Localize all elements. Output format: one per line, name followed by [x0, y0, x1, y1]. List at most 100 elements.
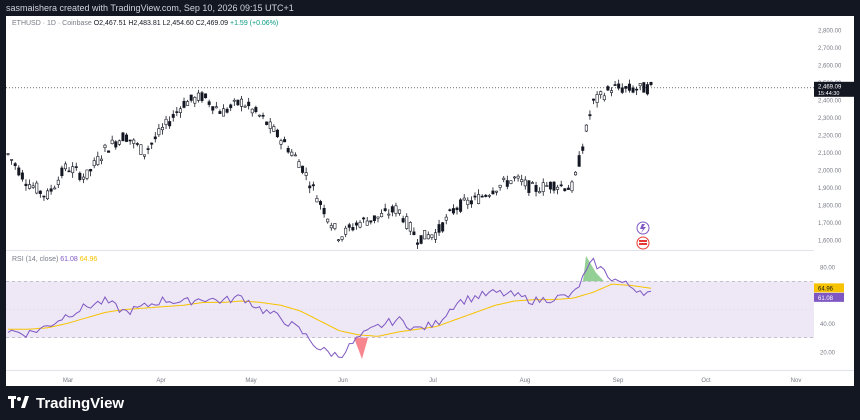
- candle-body: [466, 199, 470, 205]
- candle-body: [426, 234, 430, 240]
- candle-body: [383, 208, 387, 211]
- countdown-value: 15:44:30: [818, 91, 839, 97]
- candle-body: [559, 184, 563, 187]
- candle-body: [437, 224, 441, 233]
- credit-text: sasmaishera created with TradingView.com…: [6, 3, 294, 13]
- candle-body: [624, 86, 628, 89]
- rsi-ma-value: 64.96: [79, 256, 98, 263]
- candle-body: [128, 139, 132, 142]
- candle-body: [520, 179, 524, 183]
- symbol-label[interactable]: ETHUSD · 1D · Coinbase: [12, 20, 92, 27]
- candle-body: [160, 126, 164, 131]
- rsi-tick-label: 20.00: [820, 350, 836, 356]
- candle-body: [10, 159, 14, 161]
- candle-body: [401, 218, 405, 223]
- candle-body: [390, 206, 394, 213]
- candle-body: [20, 172, 24, 180]
- candle-body: [523, 179, 527, 187]
- candle-body: [344, 227, 348, 235]
- time-tick-label: Jun: [338, 378, 348, 384]
- rsi-oversold-fill: [354, 337, 368, 359]
- time-axis[interactable]: Mar Apr May Jun Jul Aug Sep Oct Nov: [6, 370, 854, 387]
- candle-body: [329, 225, 333, 229]
- candle-body: [620, 87, 624, 93]
- price-axis-svg: 1,600.00 1,700.00 1,800.00 1,900.00 2,000.00…: [814, 28, 854, 356]
- rsi-label[interactable]: RSI (14, close): [12, 256, 59, 263]
- candle-body: [491, 190, 495, 195]
- candle-body: [157, 128, 161, 136]
- rsi-overbought-fill: [583, 255, 604, 282]
- candle-body: [602, 95, 606, 101]
- rsi-ma-tag: [814, 283, 844, 293]
- candle-body: [530, 182, 534, 184]
- candle-body: [319, 201, 323, 205]
- candle-body: [207, 101, 211, 105]
- candle-body: [150, 142, 154, 145]
- time-axis-svg: Mar Apr May Jun Jul Aug Sep Oct Nov: [63, 378, 802, 384]
- candle-body: [408, 222, 412, 232]
- candle-body: [538, 191, 542, 194]
- price-chart-svg[interactable]: [6, 16, 814, 370]
- candle-body: [484, 194, 488, 197]
- candle-body: [290, 151, 294, 156]
- price-tick-label: 1,700.00: [818, 221, 842, 227]
- candle-body: [351, 227, 355, 231]
- tradingview-logo[interactable]: TradingView: [0, 395, 124, 412]
- candle-body: [92, 160, 96, 167]
- candles-group: [6, 79, 814, 249]
- price-tick-label: 2,600.00: [818, 63, 842, 69]
- candle-body: [35, 182, 39, 194]
- price-tick-label: 1,800.00: [818, 204, 842, 210]
- price-tick-label: 1,600.00: [818, 239, 842, 245]
- candle-body: [394, 205, 398, 214]
- rsi-tick-label: 40.00: [820, 322, 836, 328]
- price-tick-label: 2,100.00: [818, 151, 842, 157]
- candle-body: [638, 83, 642, 87]
- candle-body: [574, 171, 578, 176]
- candle-body: [416, 242, 420, 245]
- high-value: H2,483.81: [128, 20, 161, 27]
- candle-body: [365, 220, 369, 226]
- candle-body: [81, 176, 85, 180]
- candle-body: [49, 188, 53, 192]
- candle-body: [171, 114, 175, 118]
- candle-body: [462, 197, 466, 201]
- candle-body: [275, 129, 279, 138]
- chart-panel[interactable]: [6, 16, 814, 370]
- candle-body: [200, 92, 204, 101]
- candle-body: [135, 143, 139, 145]
- candle-body: [495, 190, 499, 193]
- candle-body: [139, 144, 143, 155]
- time-tick-label: May: [245, 378, 256, 384]
- candle-body: [552, 181, 556, 191]
- candle-body: [444, 216, 448, 221]
- candle-body: [609, 90, 613, 93]
- candle-body: [218, 111, 222, 114]
- change-value: +1.59 (+0.06%): [230, 20, 279, 27]
- candle-body: [642, 82, 646, 93]
- candle-body: [279, 140, 283, 145]
- event-icons: [636, 221, 650, 250]
- candle-body: [301, 165, 305, 173]
- candle-body: [387, 213, 391, 216]
- candle-body: [577, 155, 581, 167]
- candle-body: [649, 81, 653, 85]
- candle-body: [239, 98, 243, 107]
- candle-body: [99, 158, 103, 161]
- candle-body: [78, 172, 82, 180]
- candle-body: [193, 97, 197, 104]
- time-tick-label: Mar: [63, 378, 73, 384]
- candle-body: [433, 232, 437, 240]
- candle-body: [60, 167, 64, 177]
- price-tick-label: 2,800.00: [818, 28, 842, 34]
- candle-body: [132, 139, 136, 144]
- time-tick-label: Aug: [520, 378, 531, 384]
- candle-body: [613, 84, 617, 86]
- candle-body: [117, 140, 121, 145]
- candle-body: [254, 107, 258, 113]
- candle-body: [545, 185, 549, 187]
- candle-body: [469, 200, 473, 205]
- candle-body: [114, 141, 118, 148]
- candle-body: [592, 98, 596, 101]
- price-axis[interactable]: 1,600.00 1,700.00 1,800.00 1,900.00 2,000.00…: [814, 16, 854, 370]
